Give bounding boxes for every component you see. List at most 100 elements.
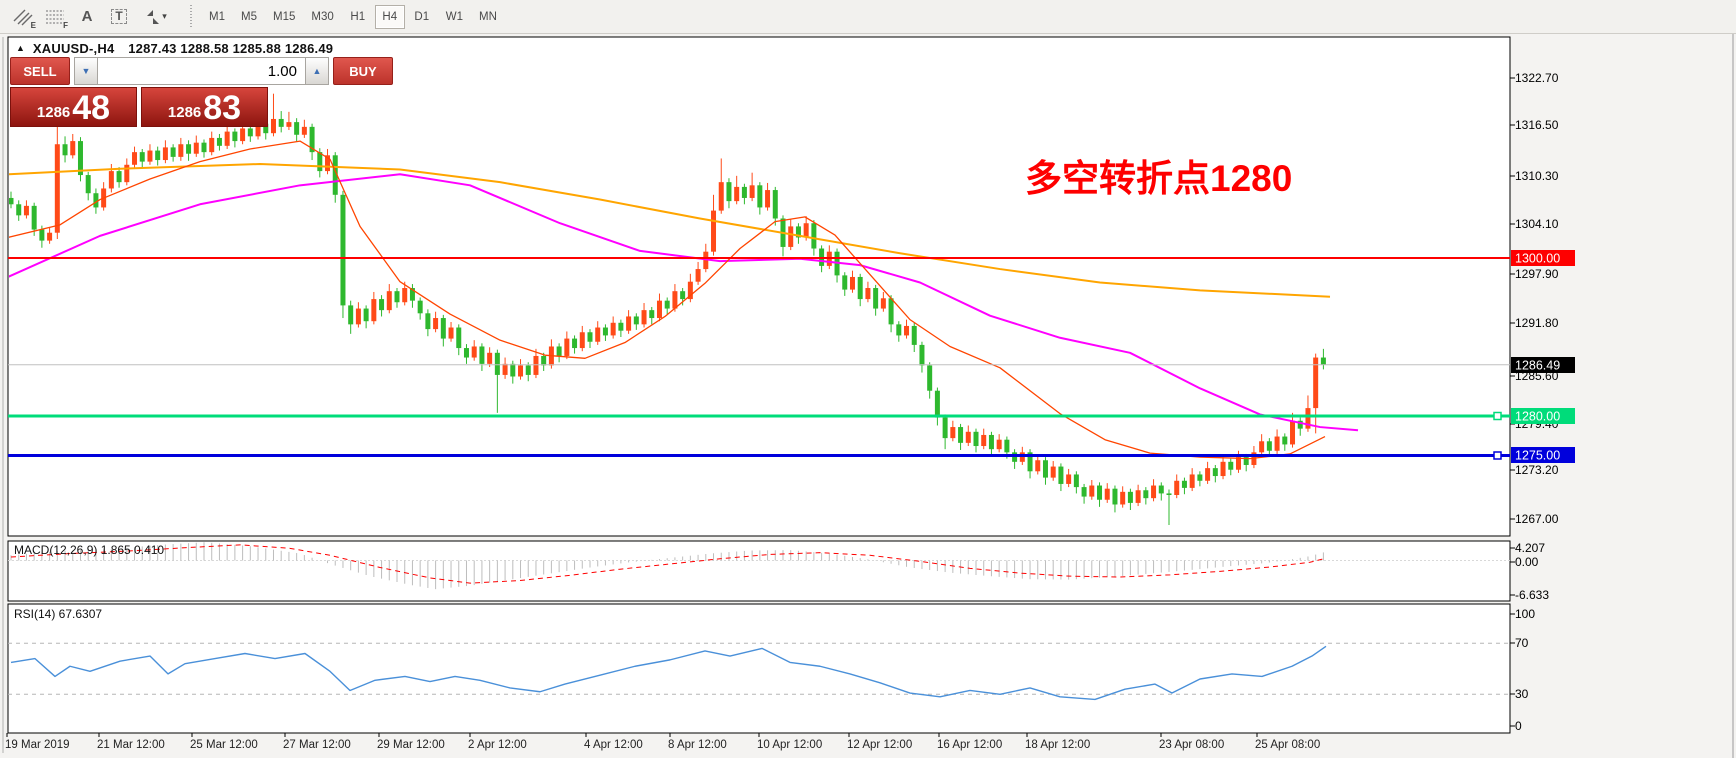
arrows-tool[interactable]: ▾ bbox=[136, 4, 176, 30]
price-axis-label: 1297.90 bbox=[1515, 267, 1559, 281]
candle-down bbox=[958, 427, 964, 443]
candle-up bbox=[108, 171, 114, 189]
candle-down bbox=[409, 288, 415, 301]
candle-down bbox=[587, 332, 593, 342]
candle-up bbox=[718, 182, 724, 211]
sell-button[interactable]: SELL bbox=[10, 57, 70, 85]
volume-input[interactable] bbox=[98, 57, 305, 85]
candle-up bbox=[1205, 468, 1211, 481]
hline-handle-1280.00[interactable] bbox=[1493, 411, 1502, 421]
candle-up bbox=[1151, 485, 1157, 499]
candle-down bbox=[1158, 485, 1164, 494]
fibonacci-tool-icon[interactable]: F bbox=[40, 4, 70, 30]
time-axis-label: 21 Mar 12:00 bbox=[97, 739, 165, 751]
candle-down bbox=[888, 298, 894, 325]
price-tag-1275-label: 1275.00 bbox=[1515, 449, 1560, 463]
chart-annotation-text[interactable]: 多空转折点1280 bbox=[1025, 158, 1293, 199]
candle-up bbox=[1019, 452, 1025, 462]
buy-price-display[interactable]: 1286 83 bbox=[141, 87, 268, 127]
candle-up bbox=[147, 150, 153, 162]
timeframe-h4-button[interactable]: H4 bbox=[374, 4, 405, 29]
candle-down bbox=[649, 310, 655, 319]
candle-down bbox=[31, 205, 37, 230]
candle-down bbox=[927, 365, 933, 391]
candle-up bbox=[880, 298, 886, 309]
text-label-tool-glyph: A bbox=[81, 8, 93, 25]
candle-down bbox=[85, 175, 91, 194]
equidistant-channel-tool-icon[interactable]: E bbox=[8, 4, 38, 30]
price-tag-1300 bbox=[1511, 250, 1575, 266]
candle-down bbox=[1282, 436, 1288, 445]
macd-scale-label: 0.00 bbox=[1515, 555, 1539, 569]
candle-up bbox=[162, 147, 168, 161]
candle-up bbox=[1189, 474, 1195, 488]
candle-up bbox=[610, 322, 616, 336]
rsi-scale-label: 0 bbox=[1515, 719, 1522, 733]
candle-up bbox=[788, 226, 794, 247]
price-tag-current-label: 1286.49 bbox=[1515, 359, 1560, 373]
candle-down bbox=[757, 185, 763, 208]
candle-up bbox=[402, 288, 408, 303]
candle-down bbox=[1212, 468, 1218, 477]
candle-down bbox=[510, 363, 516, 377]
candle-down bbox=[232, 131, 238, 142]
timeframe-w1-button[interactable]: W1 bbox=[439, 5, 470, 29]
candle-up bbox=[965, 431, 971, 443]
macd-panel-frame bbox=[7, 540, 1511, 602]
toolbar-separator-handle[interactable] bbox=[188, 4, 195, 29]
buy-button[interactable]: BUY bbox=[333, 57, 393, 85]
candle-up bbox=[301, 126, 307, 135]
ma-slow-orange bbox=[9, 162, 1331, 298]
candle-down bbox=[317, 152, 323, 172]
candle-down bbox=[1266, 441, 1272, 451]
rsi-scale-label: 100 bbox=[1515, 607, 1535, 621]
macd-signal-line bbox=[10, 544, 1325, 584]
candle-down bbox=[1073, 474, 1079, 488]
price-axis-label: 1316.50 bbox=[1515, 118, 1559, 132]
candle-up bbox=[255, 123, 261, 137]
text-box-tool-glyph: T bbox=[111, 9, 127, 24]
candle-up bbox=[734, 186, 740, 202]
macd-indicator-label: MACD(12,26,9) 1.865 0.410 bbox=[14, 543, 165, 557]
time-axis-label: 19 Mar 2019 bbox=[5, 739, 70, 751]
candle-down bbox=[680, 291, 686, 300]
volume-increase-button[interactable]: ▲ bbox=[305, 57, 329, 85]
candle-up bbox=[579, 332, 585, 349]
macd-scale-label: 4.207 bbox=[1515, 541, 1545, 555]
candle-down bbox=[618, 322, 624, 331]
time-axis-label: 4 Apr 12:00 bbox=[584, 739, 643, 751]
hline-handle-1275.00[interactable] bbox=[1493, 451, 1502, 460]
candle-up bbox=[209, 137, 215, 153]
price-tag-1275 bbox=[1511, 447, 1575, 463]
rsi-scale-label: 30 bbox=[1515, 687, 1529, 701]
price-axis-label: 1291.80 bbox=[1515, 316, 1559, 330]
text-box-tool[interactable]: T bbox=[104, 4, 134, 30]
candle-down bbox=[602, 327, 608, 336]
candle-down bbox=[896, 324, 902, 336]
candle-up bbox=[240, 128, 246, 142]
ma-fast-orangered bbox=[9, 140, 1326, 460]
timeframe-d1-button[interactable]: D1 bbox=[407, 5, 437, 29]
price-axis-label: 1304.10 bbox=[1515, 217, 1559, 231]
symbol-collapse-arrow-icon[interactable]: ▲ bbox=[16, 43, 26, 53]
time-axis-label: 8 Apr 12:00 bbox=[668, 739, 727, 751]
timeframe-m15-button[interactable]: M15 bbox=[266, 5, 302, 29]
timeframe-mn-button[interactable]: MN bbox=[472, 5, 504, 29]
candle-down bbox=[1297, 420, 1303, 429]
timeframe-m30-button[interactable]: M30 bbox=[304, 5, 340, 29]
candle-down bbox=[1143, 490, 1149, 499]
time-axis-label: 25 Mar 12:00 bbox=[190, 739, 258, 751]
price-tag-current bbox=[1511, 357, 1575, 373]
ohlc-values-label: 1287.43 1288.58 1285.88 1286.49 bbox=[128, 41, 334, 56]
timeframe-m5-button[interactable]: M5 bbox=[234, 5, 264, 29]
candle-down bbox=[201, 142, 207, 153]
channel-tool-sub-label: E bbox=[30, 20, 36, 30]
volume-decrease-button[interactable]: ▼ bbox=[74, 57, 98, 85]
timeframe-h1-button[interactable]: H1 bbox=[343, 5, 373, 29]
text-label-tool[interactable]: A bbox=[72, 4, 102, 30]
candle-up bbox=[1290, 420, 1296, 445]
candle-down bbox=[811, 223, 817, 249]
sell-price-display[interactable]: 1286 48 bbox=[10, 87, 137, 127]
candle-up bbox=[849, 276, 855, 290]
timeframe-m1-button[interactable]: M1 bbox=[202, 5, 232, 29]
